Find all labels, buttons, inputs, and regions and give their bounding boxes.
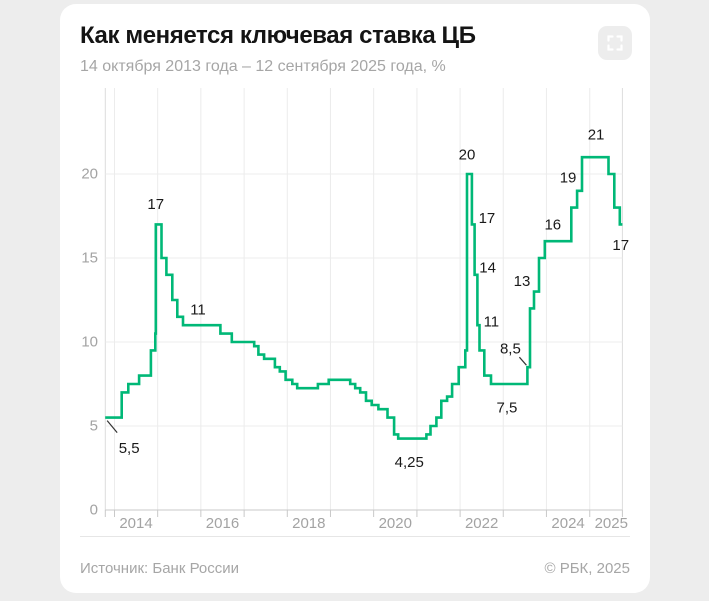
y-axis-label: 20 (81, 166, 98, 183)
x-axis-label: 2025 (595, 515, 628, 532)
annotation-label: 4,25 (395, 454, 424, 471)
annotation-label: 20 (459, 147, 476, 164)
chart-area: 0 5 10 15 20 2014 2016 2018 2020 2022 2024 2025 5,5 1… (60, 4, 650, 593)
fullscreen-button[interactable] (598, 26, 632, 60)
annotation-callout-line (518, 356, 527, 366)
annotation-label: 11 (190, 302, 206, 319)
annotation-label: 8,5 (500, 341, 521, 358)
page-title: Как меняется ключевая ставка ЦБ (80, 22, 476, 49)
chart-card: 0 5 10 15 20 2014 2016 2018 2020 2022 2024 2025 5,5 1… (60, 4, 650, 593)
footer: Источник: Банк России © РБК, 2025 (80, 536, 630, 579)
x-axis-label: 2014 (119, 515, 152, 532)
annotation-label: 13 (514, 273, 531, 290)
annotation-label: 11 (484, 314, 500, 331)
annotation-label: 5,5 (119, 440, 140, 457)
chart-subtitle: 14 октября 2013 года – 12 сентября 2025 … (80, 58, 446, 75)
x-axis-label: 2020 (379, 515, 412, 532)
annotation-label: 16 (544, 217, 561, 234)
x-axis-label: 2024 (551, 515, 584, 532)
x-axis-label: 2016 (206, 515, 239, 532)
annotation-label: 17 (479, 210, 496, 227)
annotation-label: 7,5 (497, 400, 518, 417)
annotation-label: 17 (612, 237, 629, 254)
series-line (105, 155, 623, 440)
copyright-label: © РБК, 2025 (544, 560, 630, 577)
y-axis-label: 5 (90, 418, 98, 435)
fullscreen-icon (607, 35, 623, 51)
x-axis-label: 2018 (292, 515, 325, 532)
annotation-label: 17 (147, 196, 164, 213)
y-axis-label: 0 (90, 502, 98, 519)
annotation-label: 19 (560, 169, 577, 186)
x-axis-label: 2022 (465, 515, 498, 532)
source-label: Источник: Банк России (80, 560, 240, 577)
y-axis-label: 15 (81, 250, 98, 267)
y-axis-label: 10 (81, 334, 98, 351)
annotation-label: 21 (588, 127, 605, 144)
annotation-callout-line (106, 420, 118, 433)
annotation-label: 14 (479, 259, 496, 276)
